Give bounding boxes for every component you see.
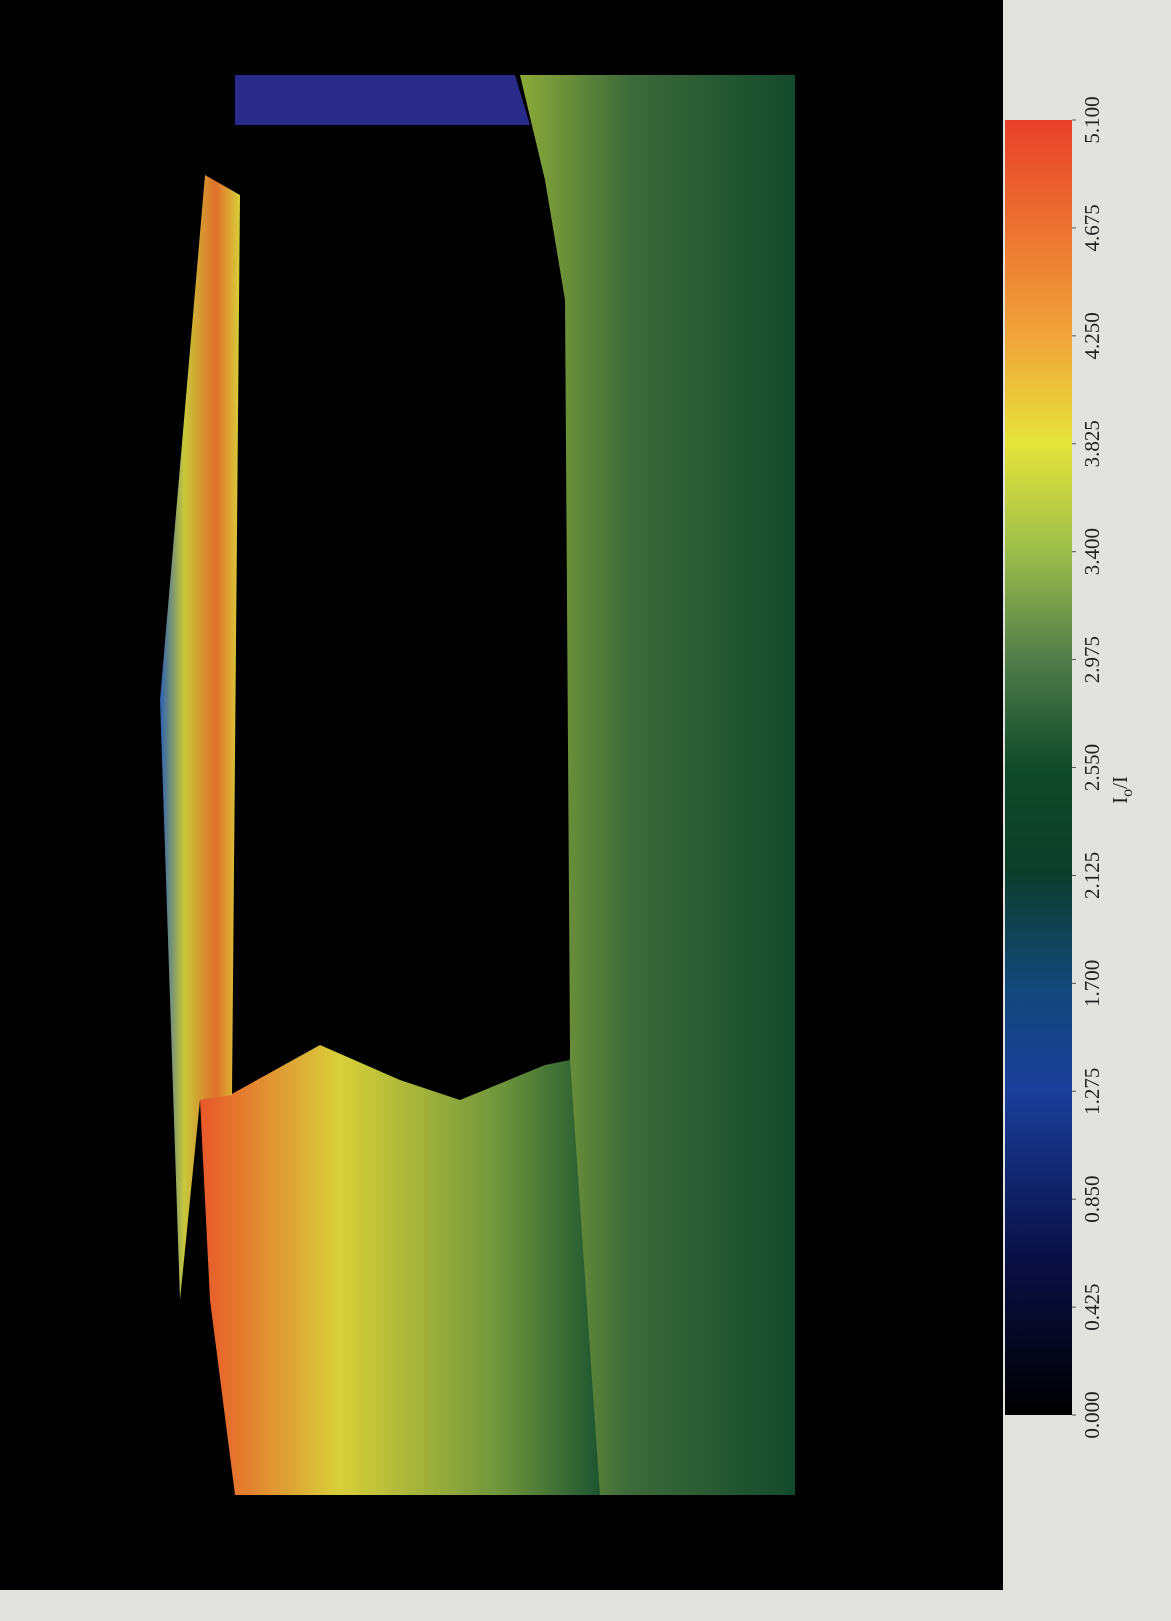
- tick-label: 0.850: [1080, 1176, 1104, 1223]
- tick-label: 2.975: [1080, 636, 1104, 683]
- tick-label: 0.425: [1080, 1283, 1104, 1330]
- tick-label: 1.275: [1080, 1068, 1104, 1115]
- colorbar: [1005, 120, 1072, 1415]
- blue-region: [235, 75, 530, 125]
- label-sub: o: [1119, 789, 1136, 797]
- colorbar-label: Io/I: [1108, 776, 1136, 804]
- leading-strip: [160, 175, 240, 1300]
- tick-label: 4.675: [1080, 204, 1104, 251]
- label-rest: /I: [1108, 776, 1132, 789]
- label-main: I: [1108, 797, 1132, 804]
- hot-region: [200, 1045, 600, 1495]
- tick-label: 3.825: [1080, 420, 1104, 467]
- tick-label: 4.250: [1080, 312, 1104, 359]
- tick-label: 2.125: [1080, 852, 1104, 899]
- flow-region: [520, 75, 795, 1495]
- tick-label: 2.550: [1080, 744, 1104, 791]
- tick-label: 3.400: [1080, 528, 1104, 575]
- tick-label: 0.000: [1080, 1391, 1104, 1438]
- tick-label: 1.700: [1080, 960, 1104, 1007]
- tick-label: 5.100: [1080, 96, 1104, 143]
